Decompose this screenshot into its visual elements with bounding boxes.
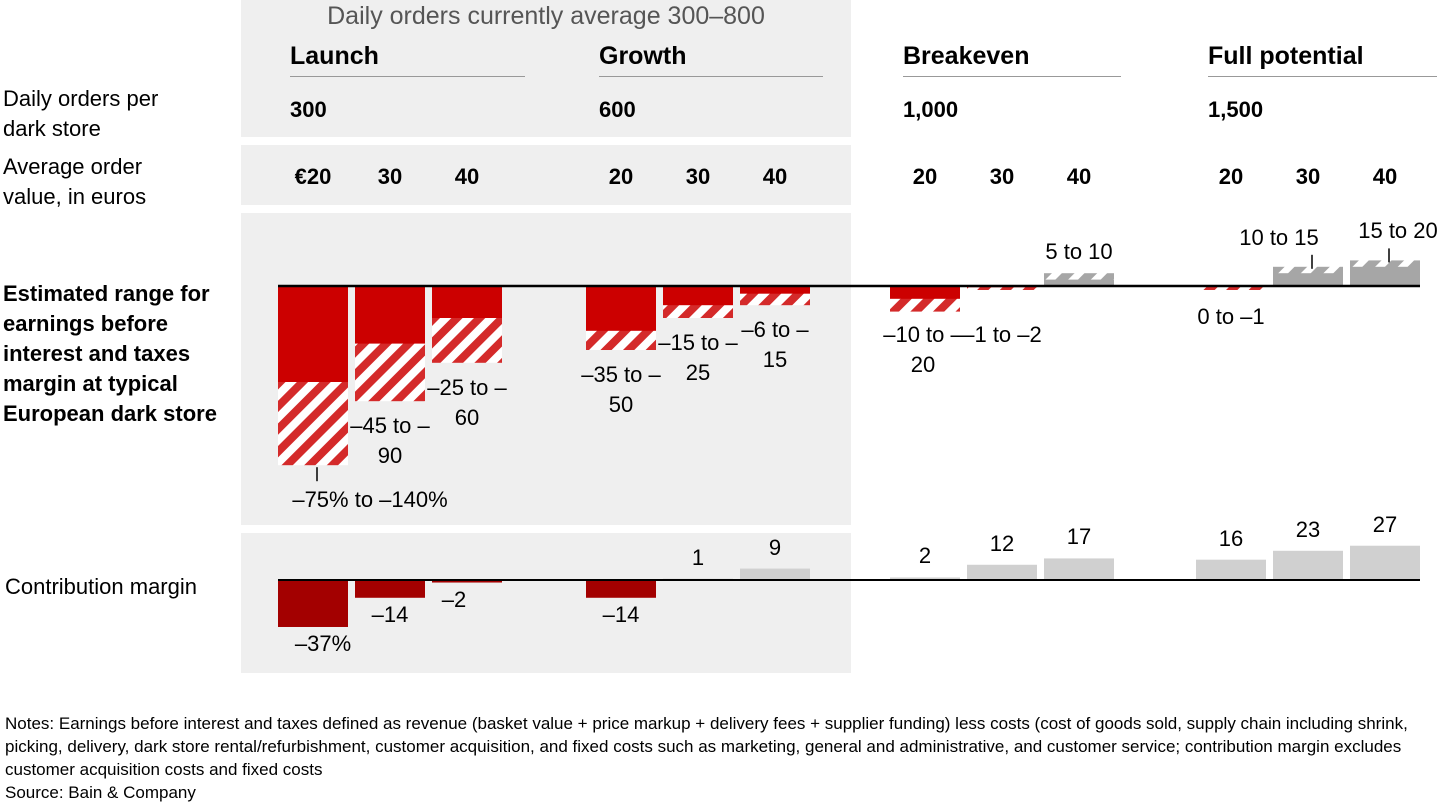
ebit-label: –15 to –25 bbox=[658, 330, 738, 385]
cm-bar bbox=[432, 580, 502, 583]
cm-bar bbox=[355, 580, 425, 598]
cm-bar bbox=[967, 564, 1037, 580]
ebit-label: 10 to 15 bbox=[1239, 224, 1319, 250]
cm-label: 9 bbox=[768, 534, 782, 560]
aov-value: 20 bbox=[912, 164, 938, 189]
ebit-label: –1 to –2 bbox=[962, 322, 1042, 347]
ebit-bar-range bbox=[967, 286, 1037, 290]
ebit-label: –45 to –90 bbox=[350, 413, 430, 469]
ebit-bar-solid bbox=[890, 286, 960, 299]
cm-label: 12 bbox=[989, 530, 1015, 556]
ebit-bar-solid bbox=[1273, 273, 1343, 286]
cm-bar bbox=[1273, 550, 1343, 580]
ebit-bar-solid bbox=[1350, 266, 1420, 286]
ebit-label: –10 to –20 bbox=[883, 322, 963, 377]
stage-full-potential: Full potential bbox=[1208, 42, 1437, 77]
ebit-label: –25 to –60 bbox=[427, 374, 507, 430]
ebit-label: –35 to –50 bbox=[581, 362, 661, 417]
cm-bar bbox=[278, 580, 348, 627]
cm-bar bbox=[740, 568, 810, 580]
ebit-bar-solid bbox=[432, 286, 502, 318]
stage-launch: Launch bbox=[290, 42, 525, 77]
aov-value: 40 bbox=[1066, 164, 1092, 189]
ebit-label: –6 to –15 bbox=[741, 317, 809, 373]
aov-value: 30 bbox=[1295, 164, 1321, 189]
cm-bar bbox=[1044, 558, 1114, 580]
ebit-bar-solid bbox=[663, 286, 733, 306]
orders-breakeven: 1,000 bbox=[903, 97, 959, 122]
ebit-bar-solid bbox=[355, 286, 425, 344]
cm-label: –14 bbox=[371, 601, 409, 627]
cm-label: 1 bbox=[691, 544, 705, 570]
ebit-label: 0 to –1 bbox=[1197, 304, 1265, 329]
aov-value: 30 bbox=[377, 164, 403, 189]
orders-launch: 300 bbox=[290, 97, 327, 122]
header-title: Daily orders currently average 300–800 bbox=[327, 2, 765, 30]
cm-bar bbox=[1196, 559, 1266, 580]
cm-label: 17 bbox=[1066, 524, 1092, 550]
cm-label: 23 bbox=[1295, 516, 1321, 542]
ebit-bar-solid bbox=[1044, 279, 1114, 286]
cm-label: 16 bbox=[1218, 525, 1244, 551]
ebit-bar-solid bbox=[586, 286, 656, 331]
aov-value: 30 bbox=[989, 164, 1015, 189]
row-label-ebit: Estimated range for earnings before inte… bbox=[3, 281, 217, 426]
ebit-bar-solid bbox=[740, 286, 810, 294]
panel-aov bbox=[241, 145, 851, 205]
cm-bar bbox=[1350, 545, 1420, 580]
source-text: Source: Bain & Company bbox=[5, 783, 196, 802]
cm-label: –37% bbox=[294, 630, 352, 656]
aov-value: 40 bbox=[454, 164, 480, 189]
aov-value: 40 bbox=[762, 164, 788, 189]
orders-full: 1,500 bbox=[1208, 97, 1264, 122]
panel-top bbox=[241, 0, 851, 137]
aov-value: 20 bbox=[1218, 164, 1244, 189]
aov-value: 30 bbox=[685, 164, 711, 189]
row-label-orders: Daily orders per dark store bbox=[3, 86, 159, 141]
cm-label: –2 bbox=[441, 586, 467, 612]
row-label-aov: Average order value, in euros bbox=[3, 154, 147, 209]
row-label-cm: Contribution margin bbox=[5, 574, 197, 599]
notes-text: Notes: Earnings before interest and taxe… bbox=[5, 714, 1408, 779]
stage-growth: Growth bbox=[599, 42, 823, 77]
ebit-label: 15 to 20 bbox=[1358, 218, 1438, 244]
ebit-label: –75% to –140% bbox=[292, 487, 448, 513]
stage-breakeven: Breakeven bbox=[903, 42, 1121, 77]
cm-bar bbox=[890, 577, 960, 580]
aov-value: 40 bbox=[1372, 164, 1398, 189]
orders-growth: 600 bbox=[599, 97, 636, 122]
cm-label: 27 bbox=[1372, 511, 1398, 537]
cm-label: –14 bbox=[602, 601, 640, 627]
notes: Notes: Earnings before interest and taxe… bbox=[5, 712, 1425, 804]
cm-label: 2 bbox=[918, 543, 932, 569]
ebit-label: 5 to 10 bbox=[1045, 239, 1113, 265]
aov-value: 20 bbox=[608, 164, 634, 189]
aov-value: €20 bbox=[294, 164, 332, 189]
cm-bar bbox=[586, 580, 656, 598]
ebit-bar-solid bbox=[278, 286, 348, 382]
chart-svg bbox=[278, 248, 1420, 627]
ebit-bar-range bbox=[1196, 286, 1266, 290]
